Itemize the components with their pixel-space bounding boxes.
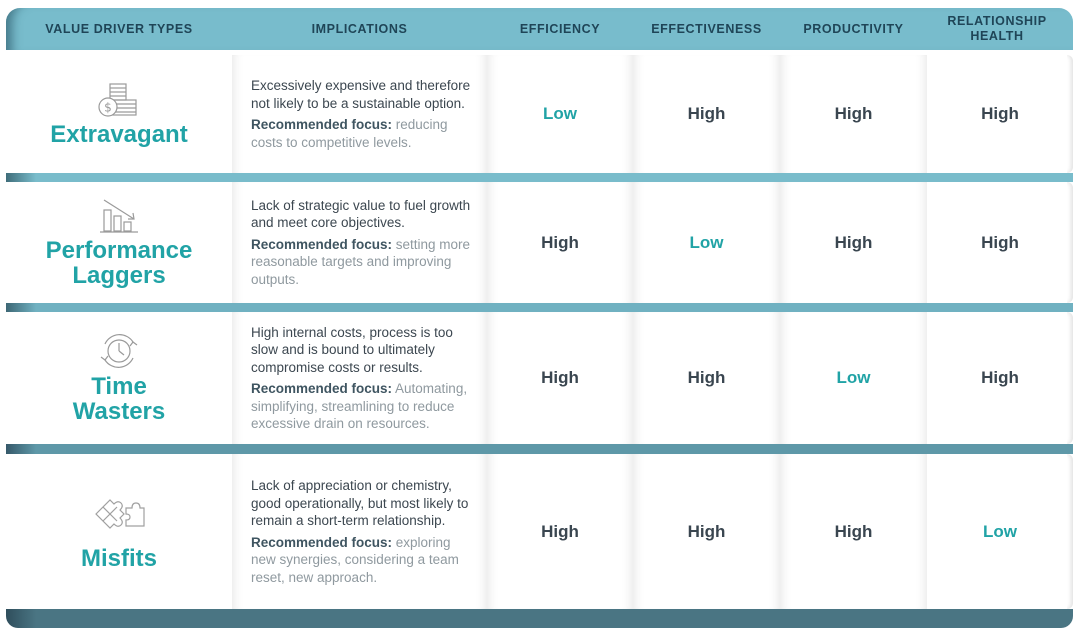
efficiency-value: Low <box>487 55 633 173</box>
efficiency-value: High <box>487 312 633 444</box>
productivity-value: High <box>780 55 927 173</box>
focus-text: exploring new synergies, considering a t… <box>251 534 459 585</box>
recommended-focus: Recommended focus: Automating, simplifyi… <box>251 380 471 433</box>
effectiveness-value: High <box>633 312 780 444</box>
row-edge <box>1067 55 1073 173</box>
value-driver-table: VALUE DRIVER TYPES IMPLICATIONS EFFICIEN… <box>6 8 1073 628</box>
implication-description: High internal costs, process is too slow… <box>251 324 453 375</box>
header-relationship-line1: RELATIONSHIP <box>947 14 1047 28</box>
implications-cell: Excessively expensive and therefore not … <box>232 55 487 173</box>
efficiency-value: High <box>487 454 633 609</box>
focus-text: setting more reasonable targets and impr… <box>251 236 471 287</box>
row-edge <box>1067 182 1073 303</box>
recommended-focus: Recommended focus: setting more reasonab… <box>251 236 471 289</box>
coins-dollar-icon: $ <box>96 82 142 118</box>
type-name-line1: Time <box>91 373 147 400</box>
header-productivity: PRODUCTIVITY <box>803 21 904 36</box>
focus-text: Automating, simplifying, streamlining to… <box>251 381 468 431</box>
implication-description: Lack of strategic value to fuel growth a… <box>251 197 471 231</box>
row-divider <box>6 173 1073 182</box>
effectiveness-value: High <box>633 55 780 173</box>
implication-description: Lack of appreciation or chemistry, good … <box>251 478 469 528</box>
declining-bar-chart-icon <box>98 198 140 234</box>
row-edge <box>1067 454 1073 609</box>
productivity-value: High <box>780 454 927 609</box>
header-relationship-health: RELATIONSHIP HEALTH <box>927 8 1067 50</box>
table-row-misfits: Misfits Lack of appreciation or chemistr… <box>6 454 1073 609</box>
row-divider <box>6 444 1073 454</box>
type-name-line1: Performance <box>45 236 193 264</box>
focus-label: Recommended focus: <box>251 381 393 396</box>
type-name-line2: Laggers <box>72 261 166 289</box>
implications-cell: High internal costs, process is too slow… <box>232 312 487 444</box>
clock-cycle-icon <box>97 332 141 370</box>
relationship-health-value: High <box>981 232 1019 252</box>
puzzle-pieces-icon <box>92 492 146 536</box>
table-row-performance-laggers: Performance Laggers Lack of strategic va… <box>6 182 1073 303</box>
relationship-health-value: Low <box>983 521 1017 541</box>
header-value-driver-types: VALUE DRIVER TYPES <box>45 21 193 36</box>
type-cell: Misfits <box>6 454 232 609</box>
focus-label: Recommended focus: <box>251 236 393 252</box>
recommended-focus: Recommended focus: exploring new synergi… <box>251 534 471 587</box>
type-name: Misfits <box>80 545 157 572</box>
implication-description: Excessively expensive and therefore not … <box>251 78 471 111</box>
svg-text:$: $ <box>104 100 112 114</box>
productivity-value: Low <box>780 312 927 444</box>
header-relationship-line2: HEALTH <box>970 29 1024 43</box>
focus-label: Recommended focus: <box>251 534 393 550</box>
type-cell: Time Wasters <box>6 312 232 444</box>
recommended-focus: Recommended focus: reducing costs to com… <box>251 116 471 151</box>
focus-label: Recommended focus: <box>251 117 393 132</box>
efficiency-value: High <box>487 182 633 303</box>
effectiveness-value: Low <box>633 182 780 303</box>
type-name: Extravagant <box>50 120 188 148</box>
effectiveness-value: High <box>633 454 780 609</box>
row-edge <box>1067 312 1073 444</box>
table-row-time-wasters: Time Wasters High internal costs, proces… <box>6 312 1073 444</box>
header-effectiveness: EFFECTIVENESS <box>651 21 762 36</box>
type-name-line2: Wasters <box>72 398 166 425</box>
type-cell: Performance Laggers <box>6 182 232 303</box>
table-row-extravagant: $ Extravagant Excessively expensive and … <box>6 55 1073 173</box>
table-header: VALUE DRIVER TYPES IMPLICATIONS EFFICIEN… <box>6 8 1073 50</box>
focus-text: reducing costs to competitive levels. <box>251 117 448 150</box>
relationship-health-value: High <box>981 104 1019 123</box>
relationship-health-value: High <box>981 368 1019 387</box>
header-implications: IMPLICATIONS <box>311 21 408 36</box>
table-footer-band <box>6 609 1073 628</box>
implications-cell: Lack of strategic value to fuel growth a… <box>232 182 487 303</box>
implications-cell: Lack of appreciation or chemistry, good … <box>232 454 487 609</box>
header-efficiency: EFFICIENCY <box>519 21 601 36</box>
type-cell: $ Extravagant <box>6 55 232 173</box>
row-divider <box>6 303 1073 312</box>
productivity-value: High <box>780 182 927 303</box>
